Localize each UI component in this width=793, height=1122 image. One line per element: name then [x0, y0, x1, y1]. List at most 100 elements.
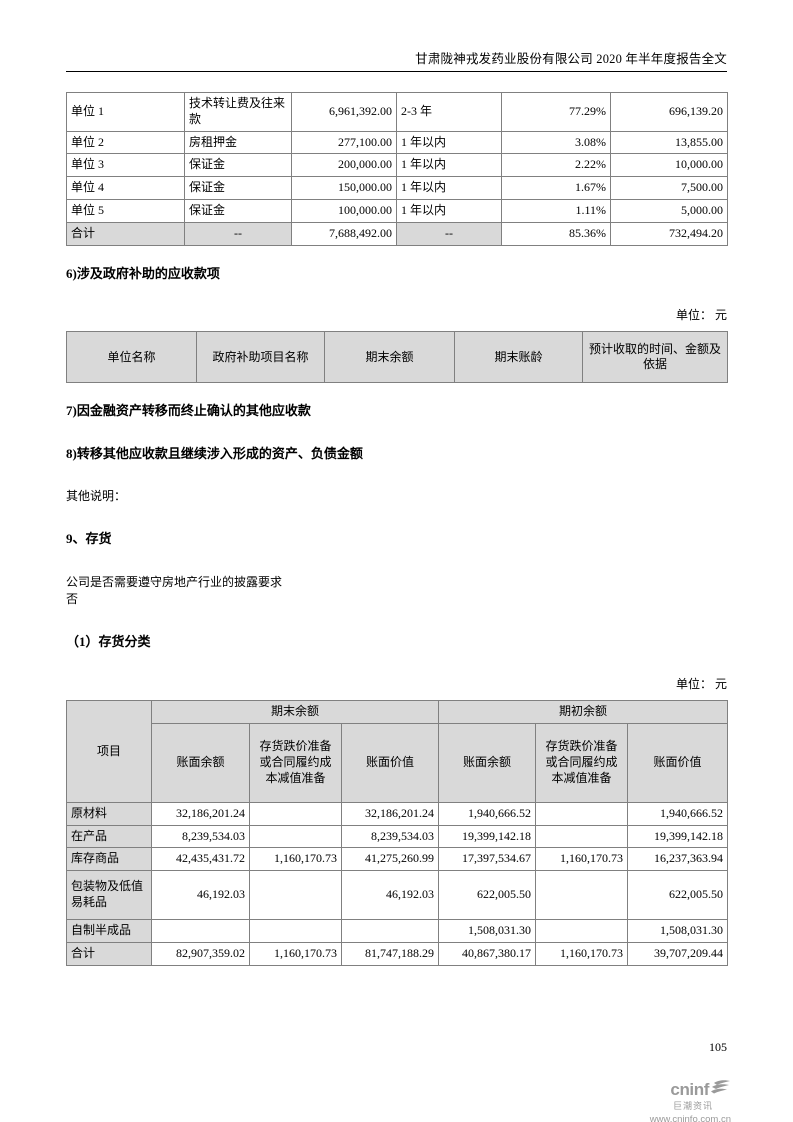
cell-opening-provision: 1,160,170.73: [535, 942, 629, 966]
cell-ratio: 1.67%: [501, 176, 611, 201]
cell-ratio: 77.29%: [501, 92, 611, 132]
column-header-opening-balance-group: 期初余额: [438, 700, 729, 724]
cell-closing-book-balance: [151, 919, 250, 944]
cell-aging: 1 年以内: [396, 199, 502, 223]
table-row: 单位 1 技术转让费及往来款 6,961,392.00 2-3 年 77.29%…: [66, 92, 728, 132]
cell-opening-book-balance: 1,940,666.52: [438, 801, 537, 826]
cell-nature: 保证金: [184, 176, 292, 201]
cell-closing-balance: 277,100.00: [291, 130, 397, 155]
section-heading-8: 8)转移其他应收款且继续涉入形成的资产、负债金额: [66, 445, 363, 461]
cell-ratio: 85.36%: [501, 221, 611, 246]
cell-opening-provision: 1,160,170.73: [535, 847, 629, 872]
cell-item: 原材料: [66, 801, 152, 826]
inventory-table-header: 项目 期末余额 期初余额 账面余额 存货跌价准备或合同履约成本减值准备 账面价值…: [66, 700, 729, 803]
table-row: 自制半成品 1,508,031.30 1,508,031.30: [66, 919, 729, 944]
swoosh-icon: [711, 1079, 731, 1100]
cell-opening-book-value: 1,940,666.52: [627, 801, 729, 826]
column-header-closing-aging: 期末账龄: [454, 331, 583, 384]
logo-chinese-name: 巨潮资讯: [672, 1101, 713, 1111]
cell-closing-book-balance: 46,192.03: [151, 870, 250, 921]
page-content: 单位 1 技术转让费及往来款 6,961,392.00 2-3 年 77.29%…: [66, 92, 729, 966]
cell-opening-provision: [535, 919, 629, 944]
cell-item: 合计: [66, 942, 152, 966]
cell-nature: 保证金: [184, 199, 292, 223]
logo-wordmark-row: cninf: [611, 1079, 731, 1100]
government-subsidy-receivables-table: 单位名称 政府补助项目名称 期末余额 期末账龄 预计收取的时间、金额及依据: [66, 331, 728, 384]
cell-closing-provision: [249, 824, 342, 849]
cell-closing-provision: [249, 919, 342, 944]
cell-opening-book-balance: 17,397,534.67: [438, 847, 537, 872]
cell-closing-provision: 1,160,170.73: [249, 942, 342, 966]
cell-opening-book-balance: 622,005.50: [438, 870, 537, 921]
cell-closing-book-value: 41,275,260.99: [340, 847, 440, 872]
cell-unit-name: 单位 1: [66, 92, 185, 132]
inventory-classification-table: 项目 期末余额 期初余额 账面余额 存货跌价准备或合同履约成本减值准备 账面价值…: [66, 700, 729, 966]
cell-closing-book-balance: 42,435,431.72: [151, 847, 250, 872]
real-estate-disclosure-answer: 否: [66, 591, 79, 606]
cell-unit-name: 合计: [66, 221, 185, 246]
cell-opening-book-value: 1,508,031.30: [627, 919, 729, 944]
cell-nature: 房租押金: [184, 130, 292, 155]
cell-opening-book-value: 39,707,209.44: [627, 942, 729, 966]
cell-closing-balance: 200,000.00: [291, 153, 397, 178]
table-row: 单位 2 房租押金 277,100.00 1 年以内 3.08% 13,855.…: [66, 130, 728, 155]
cell-ratio: 1.11%: [501, 199, 611, 223]
other-receivables-body: 单位 1 技术转让费及往来款 6,961,392.00 2-3 年 77.29%…: [66, 92, 728, 246]
page-number: 105: [709, 1040, 727, 1054]
cell-closing-balance: 7,688,492.00: [291, 221, 397, 246]
cell-nature: --: [184, 221, 292, 246]
logo-website-url: www.cninfo.com.cn: [649, 1113, 731, 1122]
cell-closing-balance: 150,000.00: [291, 176, 397, 201]
cell-closing-book-value: [340, 919, 440, 944]
table-header-row-group: 项目 期末余额 期初余额: [66, 700, 729, 803]
column-header-opening-provision: 存货跌价准备或合同履约成本减值准备: [535, 722, 629, 803]
table-header-row-sub: 账面余额 存货跌价准备或合同履约成本减值准备 账面价值 账面余额 存货跌价准备或…: [67, 722, 729, 803]
cell-closing-book-value: 8,239,534.03: [340, 824, 440, 849]
cell-bad-debt: 696,139.20: [610, 92, 728, 132]
header-rule: [66, 71, 727, 72]
table-row: 库存商品 42,435,431.72 1,160,170.73 41,275,2…: [66, 847, 729, 872]
table-row: 单位 5 保证金 100,000.00 1 年以内 1.11% 5,000.00: [66, 199, 728, 223]
table-row: 原材料 32,186,201.24 32,186,201.24 1,940,66…: [66, 801, 729, 826]
cell-opening-book-value: 19,399,142.18: [627, 824, 729, 849]
government-subsidy-header: 单位名称 政府补助项目名称 期末余额 期末账龄 预计收取的时间、金额及依据: [66, 331, 728, 384]
cell-item: 包装物及低值易耗品: [66, 870, 152, 921]
cell-closing-balance: 6,961,392.00: [291, 92, 397, 132]
column-header-item: 项目: [66, 700, 152, 803]
cell-closing-provision: [249, 870, 342, 921]
cell-bad-debt: 732,494.20: [610, 221, 728, 246]
cell-bad-debt: 5,000.00: [610, 199, 728, 223]
cell-item: 自制半成品: [66, 919, 152, 944]
inventory-table-body: 原材料 32,186,201.24 32,186,201.24 1,940,66…: [66, 801, 729, 966]
column-header-closing-book-value: 账面价值: [340, 722, 440, 803]
section-heading-6: 6)涉及政府补助的应收款项: [66, 265, 220, 281]
cell-closing-book-value: 32,186,201.24: [340, 801, 440, 826]
running-header-title: 甘肃陇神戎发药业股份有限公司 2020 年半年度报告全文: [415, 52, 727, 66]
cell-closing-book-value: 81,747,188.29: [340, 942, 440, 966]
cell-item: 库存商品: [66, 847, 152, 872]
cell-aging: --: [396, 221, 502, 246]
cell-unit-name: 单位 3: [66, 153, 185, 178]
table-total-row: 合计 82,907,359.02 1,160,170.73 81,747,188…: [66, 942, 729, 966]
column-header-closing-balance: 期末余额: [324, 331, 455, 384]
table-header-row: 单位名称 政府补助项目名称 期末余额 期末账龄 预计收取的时间、金额及依据: [66, 331, 728, 384]
cell-nature: 技术转让费及往来款: [184, 92, 292, 132]
cell-bad-debt: 13,855.00: [610, 130, 728, 155]
unit-label-inventory: 单位： 元: [675, 676, 727, 691]
table-row: 单位 3 保证金 200,000.00 1 年以内 2.22% 10,000.0…: [66, 153, 728, 178]
column-header-unit-name: 单位名称: [66, 331, 197, 384]
cell-bad-debt: 10,000.00: [610, 153, 728, 178]
cell-opening-book-value: 16,237,363.94: [627, 847, 729, 872]
cell-closing-book-value: 46,192.03: [340, 870, 440, 921]
cell-closing-balance: 100,000.00: [291, 199, 397, 223]
cell-opening-book-balance: 1,508,031.30: [438, 919, 537, 944]
column-header-opening-book-value: 账面价值: [627, 722, 729, 803]
other-note-label: 其他说明：: [66, 488, 127, 503]
column-header-subsidy-project: 政府补助项目名称: [196, 331, 325, 384]
cell-closing-book-balance: 8,239,534.03: [151, 824, 250, 849]
logo-wordmark-text: cninf: [670, 1080, 709, 1099]
column-header-closing-balance-group: 期末余额: [150, 700, 440, 724]
cell-bad-debt: 7,500.00: [610, 176, 728, 201]
real-estate-disclosure-question: 公司是否需要遵守房地产行业的披露要求: [66, 574, 283, 589]
